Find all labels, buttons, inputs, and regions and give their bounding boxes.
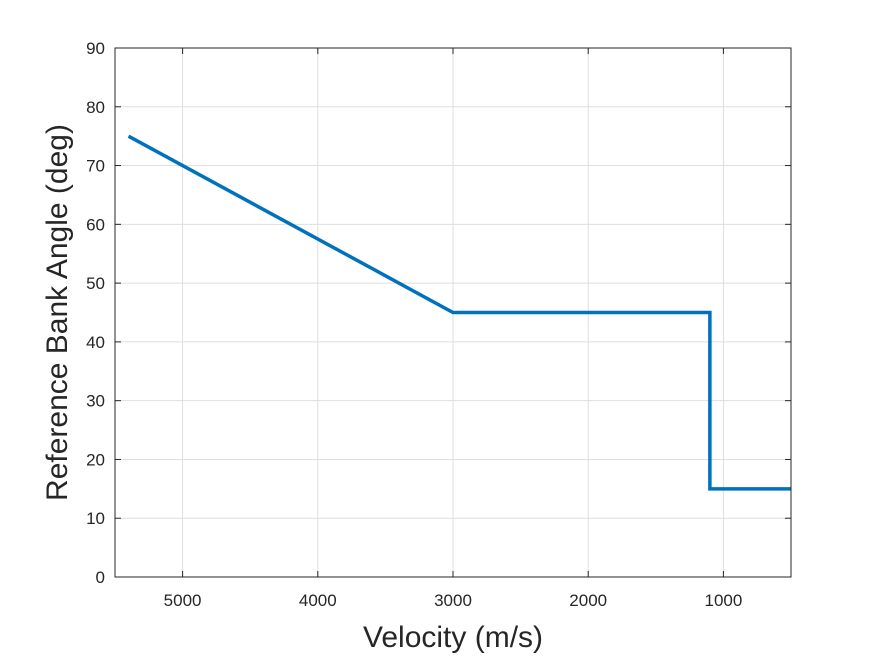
- ticks: 0 10 20 30 40 50 60 70 80 90 5000 4000 3000 2000 1000: [86, 39, 791, 610]
- x-tick-label: 2000: [569, 591, 607, 610]
- x-tick-label: 4000: [299, 591, 337, 610]
- x-tick-label: 1000: [704, 591, 742, 610]
- y-tick-label: 90: [86, 39, 105, 58]
- series-layer: [127, 134, 791, 491]
- y-tick-label: 30: [86, 392, 105, 411]
- y-tick-label: 10: [86, 509, 105, 528]
- y-tick-label: 70: [86, 157, 105, 176]
- y-tick-label: 50: [86, 274, 105, 293]
- y-axis-label: Reference Bank Angle (deg): [41, 124, 74, 501]
- y-tick-label: 20: [86, 450, 105, 469]
- y-tick-label: 80: [86, 98, 105, 117]
- series-line: [127, 134, 791, 491]
- y-tick-label: 40: [86, 333, 105, 352]
- x-axis-label: Velocity (m/s): [363, 621, 543, 654]
- x-tick-label: 5000: [164, 591, 202, 610]
- y-tick-label: 60: [86, 215, 105, 234]
- x-tick-label: 3000: [434, 591, 472, 610]
- y-tick-label: 0: [96, 568, 105, 587]
